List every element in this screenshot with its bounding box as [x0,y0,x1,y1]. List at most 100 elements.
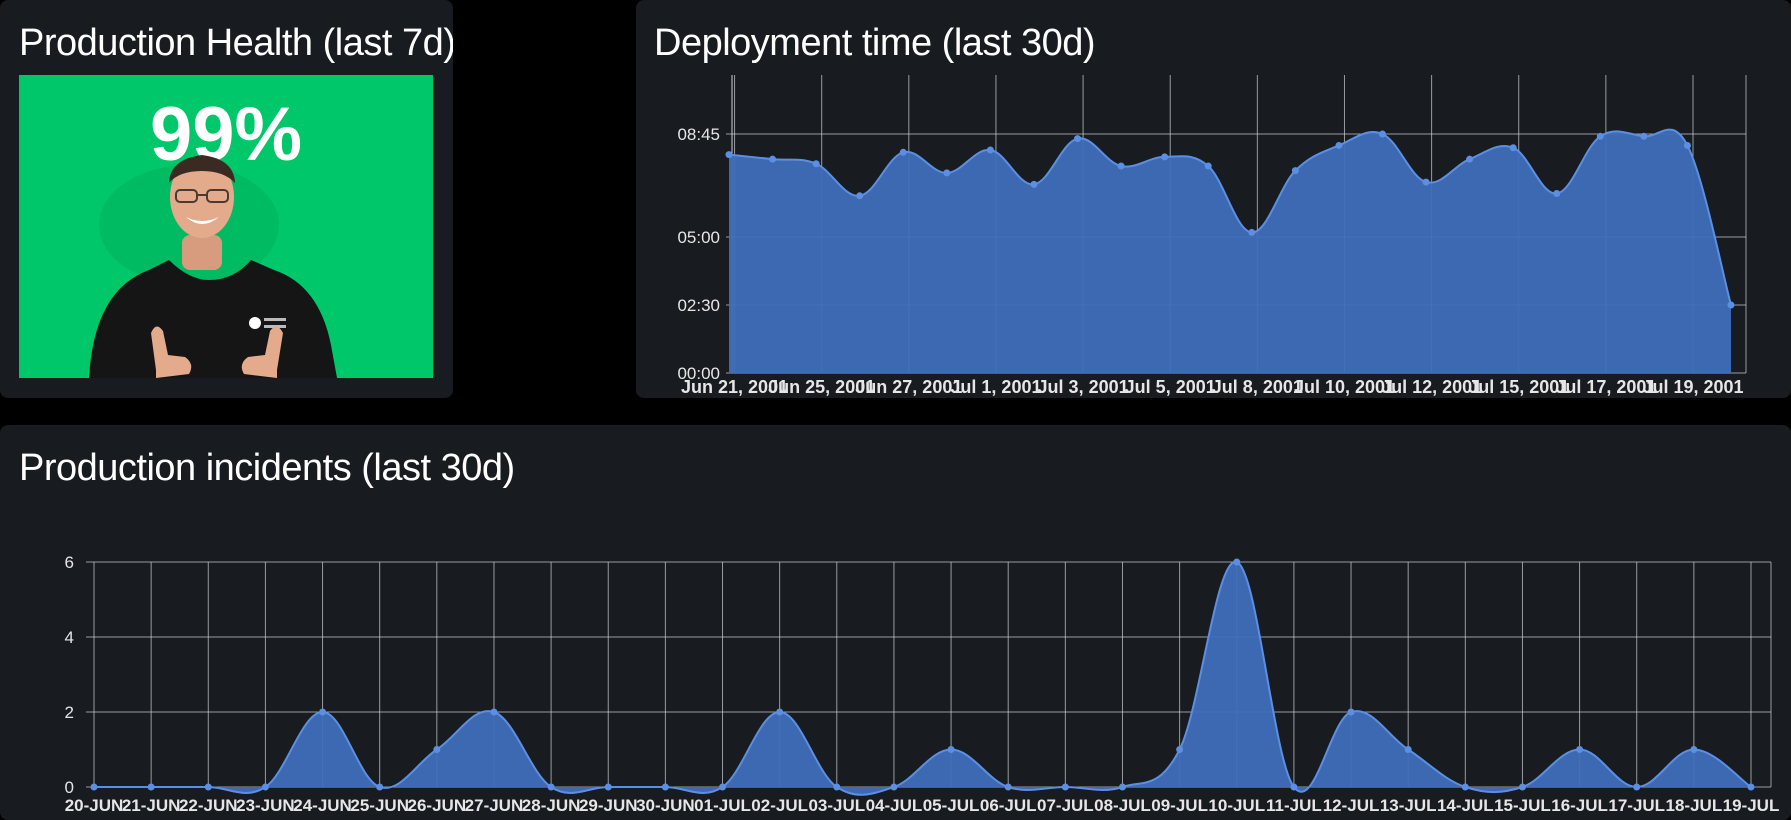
deploy-x-tick-label: Jun 21, 2001 [681,377,788,397]
deploy-data-point [899,148,907,156]
incidents-data-point [1061,783,1069,791]
incidents-x-tick-label: 22-JUN [179,796,238,815]
incidents-data-point [204,783,212,791]
deploy-y-tick-label: 02:30 [677,296,720,315]
deploy-data-point [1727,301,1735,309]
deploy-data-point [1074,135,1082,143]
deploy-x-tick-label: Jul 5, 2001 [1125,377,1216,397]
incidents-y-tick-label: 6 [65,553,74,572]
incidents-x-tick-label: 03-JUL [808,796,865,815]
incidents-x-tick-label: 16-JUL [1551,796,1608,815]
deploy-y-tick-label: 05:00 [677,228,720,247]
incidents-x-tick-label: 08-JUL [1094,796,1151,815]
incidents-data-point [376,783,384,791]
deploy-data-point [1161,153,1169,161]
incidents-x-tick-label: 27-JUN [465,796,524,815]
deploy-data-point [986,146,994,154]
incidents-data-point [1576,746,1584,753]
production-incidents-title: Production incidents (last 30d) [19,447,515,489]
deploy-x-tick-label: Jul 1, 2001 [950,377,1041,397]
incidents-x-tick-label: 10-JUL [1208,796,1265,815]
incidents-x-tick-label: 11-JUL [1266,796,1322,815]
health-status-box: 99% [19,75,433,378]
incidents-x-tick-label: 24-JUN [293,796,352,815]
incidents-data-point [1290,783,1298,791]
incidents-x-tick-label: 17-JUL [1608,796,1665,815]
deploy-data-point [1335,141,1343,149]
deploy-data-point [1596,132,1604,140]
incidents-data-point [1118,783,1126,791]
incidents-data-point [661,783,669,791]
incidents-data-point [90,783,98,791]
deploy-data-point [769,155,777,163]
deploy-data-point [1117,162,1125,170]
deploy-x-tick-label: Jun 27, 2001 [855,377,962,397]
incidents-data-point [604,783,612,791]
incidents-data-point [890,783,898,791]
incidents-data-point [1633,783,1641,791]
production-incidents-panel: Production incidents (last 30d) 0 2 4 6 20-J… [0,425,1791,820]
incidents-x-tick-label: 26-JUN [408,796,467,815]
incidents-x-tick-label: 04-JUL [866,796,923,815]
incidents-data-point [947,746,955,753]
incidents-data-point [490,708,498,716]
incidents-x-tick-label: 15-JUL [1494,796,1551,815]
deploy-x-tick-label: Jul 17, 2001 [1555,377,1656,397]
incidents-x-tick-label: 20-JUN [65,796,124,815]
incidents-data-point [833,783,841,791]
incidents-data-point [1747,783,1755,791]
incidents-data-point [433,746,441,753]
deployment-time-panel: Deployment time (last 30d) 00:00 02:30 05:… [636,0,1791,398]
incidents-data-point [719,783,727,791]
incidents-data-point [776,708,784,716]
person-thumbs-up-icon [89,155,337,378]
deploy-x-tick-label: Jul 15, 2001 [1468,377,1569,397]
incidents-data-point [1690,746,1698,753]
incidents-x-tick-label: 19-JUL [1723,796,1780,815]
incidents-y-tick-label: 4 [65,628,74,647]
deploy-data-point [1422,178,1430,186]
deploy-data-point [1378,130,1386,138]
deploy-x-tick-label: Jun 25, 2001 [768,377,875,397]
deploy-y-tick-label: 08:45 [677,125,720,144]
deploy-data-point [856,192,864,200]
incidents-x-tick-label: 21-JUN [122,796,181,815]
deploy-area [729,129,1731,373]
incidents-x-tick-label: 25-JUN [350,796,409,815]
deploy-data-point [1030,180,1038,188]
incidents-x-tick-label: 28-JUN [522,796,581,815]
incidents-x-tick-label: 07-JUL [1037,796,1094,815]
deploy-data-point [1291,167,1299,175]
incidents-x-tick-label: 02-JUL [751,796,808,815]
deploy-data-point [1640,132,1648,140]
deploy-data-point [1553,190,1561,198]
incidents-data-point [319,708,327,716]
incidents-x-tick-label: 14-JUL [1437,796,1494,815]
deploy-y-tick-label: 00:00 [677,364,720,383]
incidents-y-tick-label: 2 [65,703,74,722]
deploy-data-point [943,169,951,177]
deploy-data-point [1683,141,1691,149]
incidents-x-tick-label: 12-JUL [1323,796,1380,815]
incidents-data-point [1518,783,1526,791]
incidents-x-tick-label: 13-JUL [1380,796,1437,815]
health-percentage: 99% [149,92,303,177]
deployment-time-title: Deployment time (last 30d) [654,22,1096,64]
incidents-x-tick-label: 05-JUL [923,796,980,815]
incidents-data-point [147,783,155,791]
deploy-x-tick-label: Jul 12, 2001 [1381,377,1482,397]
incidents-x-tick-label: 30-JUN [636,796,695,815]
deploy-data-point [725,151,733,159]
incidents-data-point [547,783,555,791]
deploy-x-tick-label: Jul 8, 2001 [1212,377,1303,397]
incidents-x-tick-label: 18-JUL [1666,796,1723,815]
incidents-x-tick-label: 01-JUL [694,796,751,815]
deploy-x-tick-label: Jul 3, 2001 [1038,377,1129,397]
deploy-data-point [812,160,820,168]
incidents-data-point [1347,708,1355,716]
production-incidents-chart: 0 2 4 6 20-JUN21-JUN22-JUN23-JUN24-JUN25-JUN… [65,553,1780,815]
incidents-y-tick-label: 0 [65,778,74,797]
deploy-data-point [1509,144,1517,152]
production-health-panel: Production Health (last 7d) 99% [0,0,453,398]
